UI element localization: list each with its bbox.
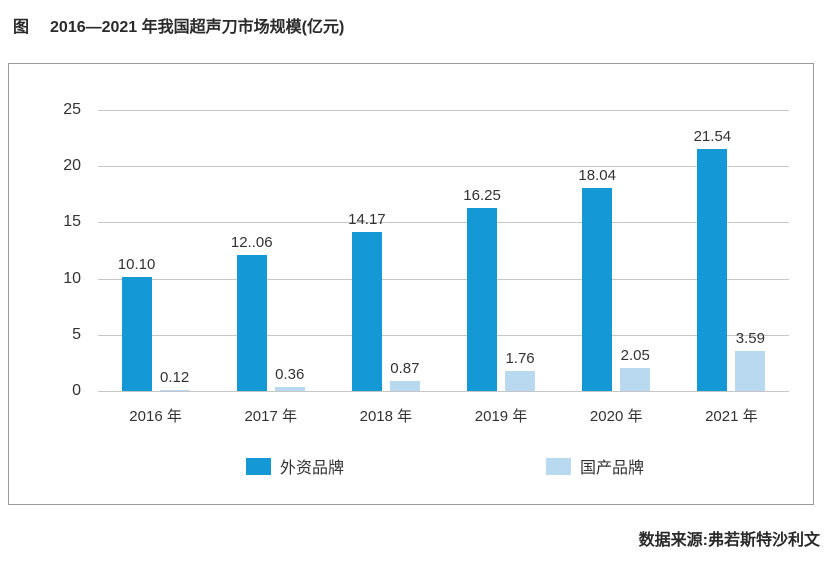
- bar: [159, 389, 190, 391]
- y-axis-tick-label: 15: [63, 213, 81, 231]
- chart-title-prefix: 图: [13, 19, 30, 36]
- bar-value-label: 0.36: [275, 365, 305, 383]
- bar-value-label: 10.10: [117, 256, 156, 274]
- bar: [505, 371, 536, 391]
- x-axis-tick-label: 2017 年: [244, 408, 297, 425]
- legend-label-foreign: 外资品牌: [280, 460, 345, 477]
- data-source-note: 数据来源:弗若斯特沙利文: [638, 532, 820, 549]
- bar-cell: 12..06: [231, 235, 273, 391]
- bar: [697, 148, 728, 391]
- bar-value-label: 2.05: [620, 346, 650, 364]
- bar: [274, 386, 305, 391]
- bar-group: 21.54 3.59: [694, 110, 766, 391]
- bar-value-label: 0.12: [159, 368, 190, 386]
- bar: [620, 367, 651, 391]
- gridline: [98, 334, 789, 336]
- bar: [389, 381, 420, 391]
- bar: [236, 255, 267, 391]
- bar-cell: 10.10: [118, 257, 155, 391]
- bar: [467, 208, 498, 391]
- gridline: [98, 391, 789, 392]
- bar-cell: 3.59: [735, 331, 766, 391]
- bar-group: 10.10 0.12: [118, 110, 190, 391]
- bar-cell: 14.17: [348, 212, 386, 391]
- legend-swatch-domestic: [546, 457, 571, 475]
- bar-group: 18.04 2.05: [578, 110, 651, 391]
- x-axis-labels: 2016 年 2017 年 2018 年 2019 年 2020 年 2021 年: [98, 405, 789, 426]
- x-axis-tick-label: 2018 年: [359, 408, 413, 425]
- bar-cell: 16.25: [463, 188, 501, 391]
- bar: [351, 231, 382, 391]
- chart-title: 图 2016—2021 年我国超声刀市场规模(亿元): [13, 13, 344, 37]
- legend-label-domestic: 国产品牌: [580, 460, 645, 477]
- bar-value-label: 0.87: [390, 360, 420, 378]
- bar-cell: 18.04: [578, 168, 616, 391]
- legend-item-foreign: 外资品牌: [246, 454, 344, 478]
- y-axis-tick-label: 10: [63, 269, 81, 287]
- bar-group: 14.17 0.87: [348, 110, 420, 391]
- bar-value-label: 18.04: [578, 167, 616, 185]
- bar-cell: 1.76: [505, 351, 536, 391]
- chart-title-text: 2016—2021 年我国超声刀市场规模(亿元): [50, 19, 345, 36]
- bar-cell: 0.12: [159, 370, 190, 391]
- bar-cell: 0.36: [274, 367, 305, 391]
- bar-group: 12..06 0.36: [231, 110, 305, 391]
- plot-area: 10.10 0.12 12..06 0.36 14.17 0.87 16.25 1.76 18.…: [63, 102, 789, 399]
- y-axis-tick-label: 20: [63, 157, 81, 175]
- y-axis-tick-label: 5: [72, 325, 81, 343]
- gridline: [98, 110, 789, 111]
- bar-value-label: 14.17: [348, 210, 386, 228]
- bar: [121, 277, 152, 391]
- bar: [582, 188, 613, 391]
- bars-layer: 10.10 0.12 12..06 0.36 14.17 0.87 16.25 1.76 18.…: [98, 110, 789, 391]
- gridline: [98, 222, 789, 224]
- bar-value-label: 3.59: [735, 329, 765, 347]
- x-axis-tick-label: 2020 年: [589, 408, 643, 425]
- bar-cell: 2.05: [620, 348, 651, 391]
- x-axis-tick-label: 2019 年: [474, 408, 528, 425]
- bar: [735, 350, 766, 391]
- x-axis-tick-label: 2021 年: [705, 408, 758, 425]
- gridline: [98, 278, 789, 280]
- bar-value-label: 21.54: [693, 127, 732, 145]
- bar-group: 16.25 1.76: [463, 110, 536, 391]
- bar-cell: 21.54: [694, 129, 731, 391]
- chart-frame: 10.10 0.12 12..06 0.36 14.17 0.87 16.25 1.76 18.…: [8, 63, 814, 505]
- y-axis-tick-label: 25: [63, 101, 81, 118]
- y-axis-tick-label: 0: [72, 382, 81, 399]
- gridline: [98, 166, 789, 168]
- legend-swatch-foreign: [246, 457, 271, 475]
- legend-item-domestic: 国产品牌: [546, 454, 644, 478]
- x-axis-tick-label: 2016 年: [129, 408, 182, 425]
- bar-value-label: 12..06: [230, 234, 273, 252]
- bar-value-label: 16.25: [463, 187, 501, 205]
- bar-value-label: 1.76: [505, 350, 535, 368]
- bar-cell: 0.87: [389, 361, 420, 391]
